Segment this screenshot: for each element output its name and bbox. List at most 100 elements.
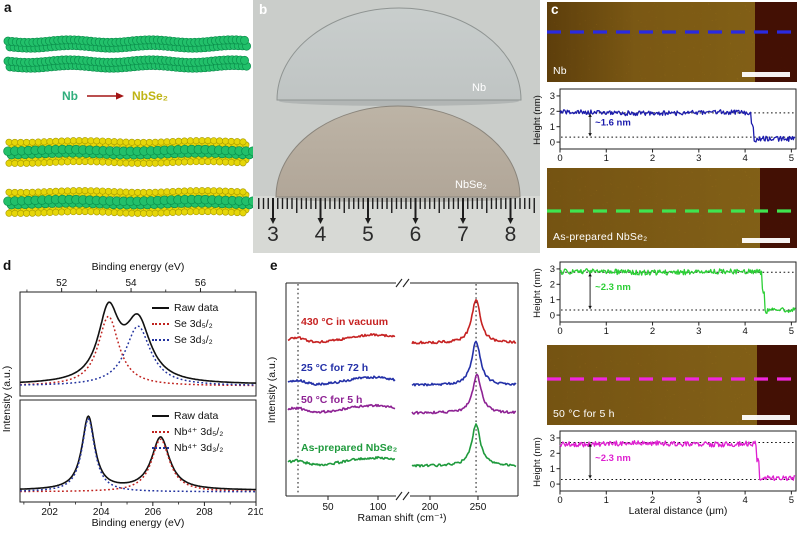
legend-label: Nb⁴⁺ 3d₅/₂ xyxy=(174,426,224,438)
se-atom xyxy=(227,158,235,166)
x-tick-label: 0 xyxy=(557,326,562,337)
se-atom xyxy=(116,209,124,217)
height-profile-plot-2: 0 1 2 3 4 5 0 1 2 3 ~2.3 nm xyxy=(550,430,797,506)
se-atom xyxy=(110,159,118,167)
se-atom xyxy=(163,138,171,146)
x-tick-label: 2 xyxy=(650,495,655,506)
x-tick-label: 50 xyxy=(322,502,334,513)
legend-row: Se 3d₅/₂ xyxy=(152,316,218,332)
legend-label: Se 3d₃/₂ xyxy=(174,334,213,346)
xps-raw-trace xyxy=(20,301,257,384)
photo-wafers-ruler xyxy=(253,0,540,253)
se-atom xyxy=(116,188,124,196)
se-atom xyxy=(46,209,54,217)
se-atom xyxy=(58,187,66,195)
ruler-tick-arrow xyxy=(365,218,371,224)
arrow-head xyxy=(116,92,124,100)
se-atom xyxy=(104,158,112,166)
se-atom xyxy=(227,137,235,145)
se-atom xyxy=(145,138,153,146)
ruler-tick-arrow xyxy=(270,218,276,224)
se-atom xyxy=(17,159,25,167)
panel-a: a Nb NbSe₂ xyxy=(0,0,253,256)
se-atom xyxy=(192,208,200,216)
se-atom xyxy=(17,188,25,196)
se-atom xyxy=(140,159,148,167)
se-atom xyxy=(75,158,83,166)
wafer-nb xyxy=(276,7,522,101)
se-atom xyxy=(140,138,148,146)
x-tick-label: 100 xyxy=(370,502,387,513)
se-atom xyxy=(163,188,171,196)
se-atom xyxy=(186,158,194,166)
wafer-nbse2-label: NbSe₂ xyxy=(455,179,487,191)
x-tick-label: 56 xyxy=(195,278,207,289)
height-profile-plot-1: 0 1 2 3 4 5 0 1 2 3 ~2.3 nm xyxy=(550,261,797,337)
se-atom xyxy=(163,209,171,217)
x-tick-label: 5 xyxy=(789,495,794,506)
y-tick-label: 0 xyxy=(550,479,555,490)
x-tick-label: 200 xyxy=(422,502,439,513)
se-atom xyxy=(145,188,153,196)
se-atom xyxy=(28,209,36,217)
se-atom xyxy=(40,138,48,146)
se-atom xyxy=(23,159,31,167)
se-atom xyxy=(34,188,42,196)
xps-component-trace xyxy=(20,417,256,493)
se-atom xyxy=(81,187,89,195)
se-atom xyxy=(239,209,247,217)
step-height-annotation: ~2.3 nm xyxy=(595,453,631,464)
raman-plot: 50 100 200 250 xyxy=(285,278,519,513)
se-atom xyxy=(5,138,13,146)
axis-break-mark xyxy=(402,491,410,501)
se-atom xyxy=(5,209,13,217)
se-atom xyxy=(175,208,183,216)
se-atom xyxy=(151,138,159,146)
se-atom xyxy=(221,158,229,166)
ruler-number: 4 xyxy=(314,223,327,246)
se-atom xyxy=(93,187,101,195)
se-atom xyxy=(221,187,229,195)
se-atom xyxy=(216,137,224,145)
se-atom xyxy=(11,138,19,146)
afm-as-prepared-label: As-prepared NbSe₂ xyxy=(553,231,648,243)
x-tick-label: 250 xyxy=(470,502,487,513)
se-atom xyxy=(17,138,25,146)
se-atom xyxy=(198,208,206,216)
plot-frame xyxy=(19,291,257,397)
x-tick-label: 0 xyxy=(557,495,562,506)
se-atom xyxy=(216,158,224,166)
se-atom xyxy=(198,137,206,145)
se-atom xyxy=(87,187,95,195)
se-atom xyxy=(28,138,36,146)
se-atom xyxy=(58,158,66,166)
x-tick-label: 3 xyxy=(696,153,701,164)
se-atom xyxy=(204,158,212,166)
xps-legend-bottom: Raw data Nb⁴⁺ 3d₅/₂ Nb⁴⁺ 3d₃/₂ xyxy=(152,408,223,456)
se-atom xyxy=(69,158,77,166)
xps-component-trace xyxy=(20,315,256,387)
se-atom xyxy=(210,158,218,166)
se-atom xyxy=(122,138,130,146)
panel-e-label: e xyxy=(270,258,278,273)
se-atom xyxy=(128,188,136,196)
afm-image-as-prepared-art xyxy=(547,168,797,248)
se-atom xyxy=(192,158,200,166)
se-atom xyxy=(169,209,177,217)
se-atom xyxy=(145,159,153,167)
afm-nb-label: Nb xyxy=(553,65,567,77)
arrow-head xyxy=(588,475,592,479)
se-atom xyxy=(157,188,165,196)
se-atom xyxy=(134,209,142,217)
se-atom xyxy=(216,208,224,216)
height-profile-plot-0: 0 1 2 3 4 5 0 1 2 3 ~1.6 nm xyxy=(550,88,797,164)
se-atom xyxy=(17,209,25,217)
arrow-head xyxy=(588,273,592,277)
raman-intensity-axis-label: Intensity (a.u.) xyxy=(266,356,278,424)
raman-trace xyxy=(411,373,517,415)
raman-shift-axis-label: Raman shift (cm⁻¹) xyxy=(357,512,447,524)
panel-d: d Binding energy (eV) 52 54 56 202 204 206 208… xyxy=(0,258,263,534)
se-atom xyxy=(64,187,72,195)
se-atom xyxy=(116,138,124,146)
